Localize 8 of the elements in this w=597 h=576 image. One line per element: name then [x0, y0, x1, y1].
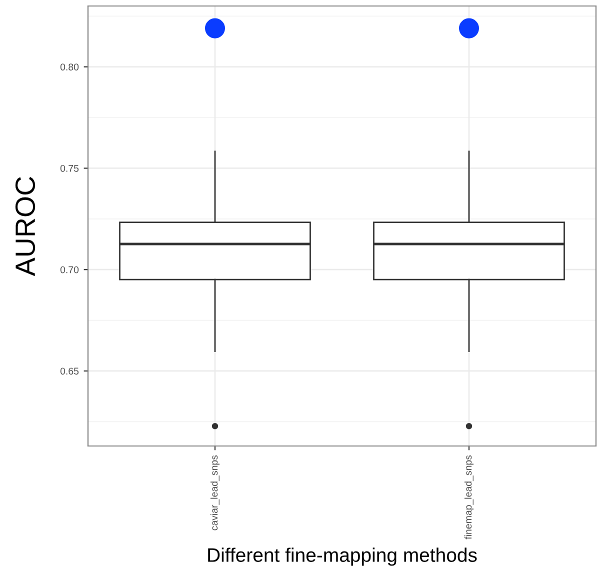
x-tick-label: finemap_lead_snps: [464, 455, 474, 540]
x-axis-title: Different fine-mapping methods: [208, 548, 477, 566]
y-tick-label: 0.65: [60, 368, 79, 375]
y-tick-label: 0.70: [60, 266, 79, 274]
x-tick-label: caviar_lead_snps: [210, 455, 220, 530]
y-axis-title: AUROC: [15, 176, 36, 276]
y-tick-label: 0.80: [60, 64, 79, 70]
y-tick-label: 0.75: [60, 164, 79, 172]
